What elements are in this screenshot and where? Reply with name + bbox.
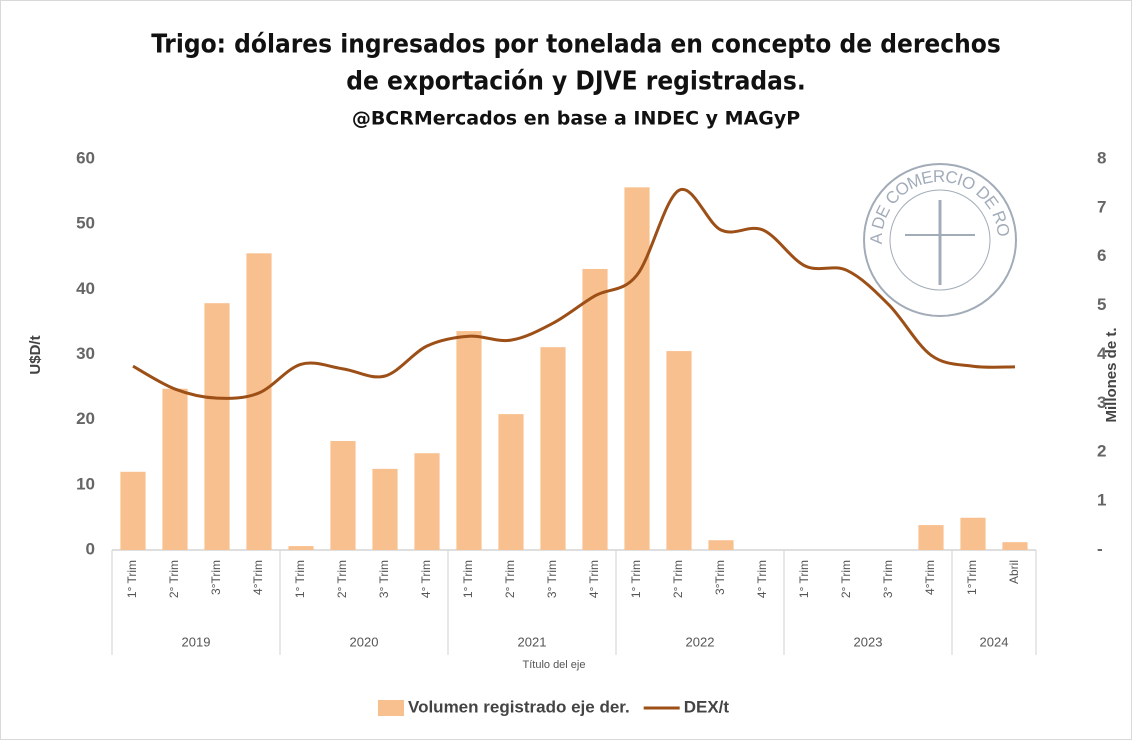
bar <box>1002 542 1028 550</box>
x-tick-label: 1°Trim <box>965 560 979 595</box>
y2-tick-label: - <box>1097 539 1103 558</box>
x-tick-label: 1° Trim <box>629 560 643 598</box>
chart-title: de exportación y DJVE registradas. <box>346 67 805 97</box>
x-tick-label: 4°Trim <box>923 560 937 595</box>
x-tick-label: 2° Trim <box>335 560 349 598</box>
x-tick-label: 3°Trim <box>713 560 727 595</box>
y-axis-title: U$D/t <box>27 335 44 374</box>
bar <box>372 468 398 550</box>
group-label: 2022 <box>686 634 715 649</box>
group-label: 2023 <box>854 634 883 649</box>
y2-tick-label: 6 <box>1097 246 1106 265</box>
chart-title: Trigo: dólares ingresados por tonelada e… <box>151 30 1001 60</box>
line <box>132 187 1016 400</box>
bar <box>120 471 146 550</box>
y2-tick-label: 3 <box>1097 393 1106 412</box>
bar <box>330 441 356 550</box>
y-tick-label: 20 <box>76 409 95 428</box>
group-label: 2020 <box>350 634 379 649</box>
bar <box>666 351 692 550</box>
x-tick-label: 4° Trim <box>587 560 601 598</box>
x-tick-label: 1° Trim <box>461 560 475 598</box>
legend-swatch <box>378 700 404 716</box>
bar <box>624 187 650 550</box>
x-tick-label: 1° Trim <box>797 560 811 598</box>
bar <box>498 414 524 550</box>
y-tick-label: 50 <box>76 214 95 233</box>
bar <box>708 540 734 550</box>
y2-tick-label: 4 <box>1097 344 1107 363</box>
y2-tick-label: 5 <box>1097 295 1106 314</box>
x-tick-label: 1° Trim <box>125 560 139 598</box>
x-tick-label: 4° Trim <box>755 560 769 598</box>
y-tick-label: 40 <box>76 279 95 298</box>
watermark-ring <box>889 189 991 291</box>
bar <box>960 517 986 550</box>
x-tick-label: 2° Trim <box>167 560 181 598</box>
bar <box>246 253 272 551</box>
y-tick-label: 10 <box>76 474 95 493</box>
y-tick-label: 60 <box>76 148 95 167</box>
watermark-ring <box>863 163 1017 317</box>
x-axis-title: Título del eje <box>523 659 586 671</box>
x-tick-label: 3° Trim <box>377 560 391 598</box>
x-tick-label: 2° Trim <box>671 560 685 598</box>
x-tick-label: 3° Trim <box>881 560 895 598</box>
x-tick-label: 2° Trim <box>503 560 517 598</box>
y2-tick-label: 7 <box>1097 197 1106 216</box>
x-tick-label: 3°Trim <box>209 560 223 595</box>
group-label: 2024 <box>980 634 1009 649</box>
y2-axis-title: Millones de t. <box>1103 327 1120 422</box>
bar <box>288 546 314 550</box>
x-tick-label: Abril <box>1007 560 1021 584</box>
y2-tick-label: 8 <box>1097 148 1106 167</box>
bar <box>582 268 608 550</box>
x-tick-label: 4° Trim <box>419 560 433 598</box>
bar <box>204 303 230 550</box>
bar <box>414 453 440 550</box>
group-label: 2019 <box>182 634 211 649</box>
bar <box>540 347 566 550</box>
bar <box>162 388 188 550</box>
y-tick-label: 0 <box>86 539 95 558</box>
y2-tick-label: 2 <box>1097 442 1106 461</box>
y2-tick-label: 1 <box>1097 491 1106 510</box>
y-tick-label: 30 <box>76 344 95 363</box>
bar <box>456 331 482 550</box>
x-tick-label: 3° Trim <box>545 560 559 598</box>
x-tick-label: 4°Trim <box>251 560 265 595</box>
x-tick-label: 2° Trim <box>839 560 853 598</box>
group-label: 2021 <box>518 634 547 649</box>
chart-subtitle: @BCRMercados en base a INDEC y MAGyP <box>352 108 800 130</box>
legend-label: Volumen registrado eje der. <box>408 697 630 716</box>
bar <box>918 525 944 550</box>
legend-label: DEX/t <box>684 697 730 716</box>
x-tick-label: 1° Trim <box>293 560 307 598</box>
